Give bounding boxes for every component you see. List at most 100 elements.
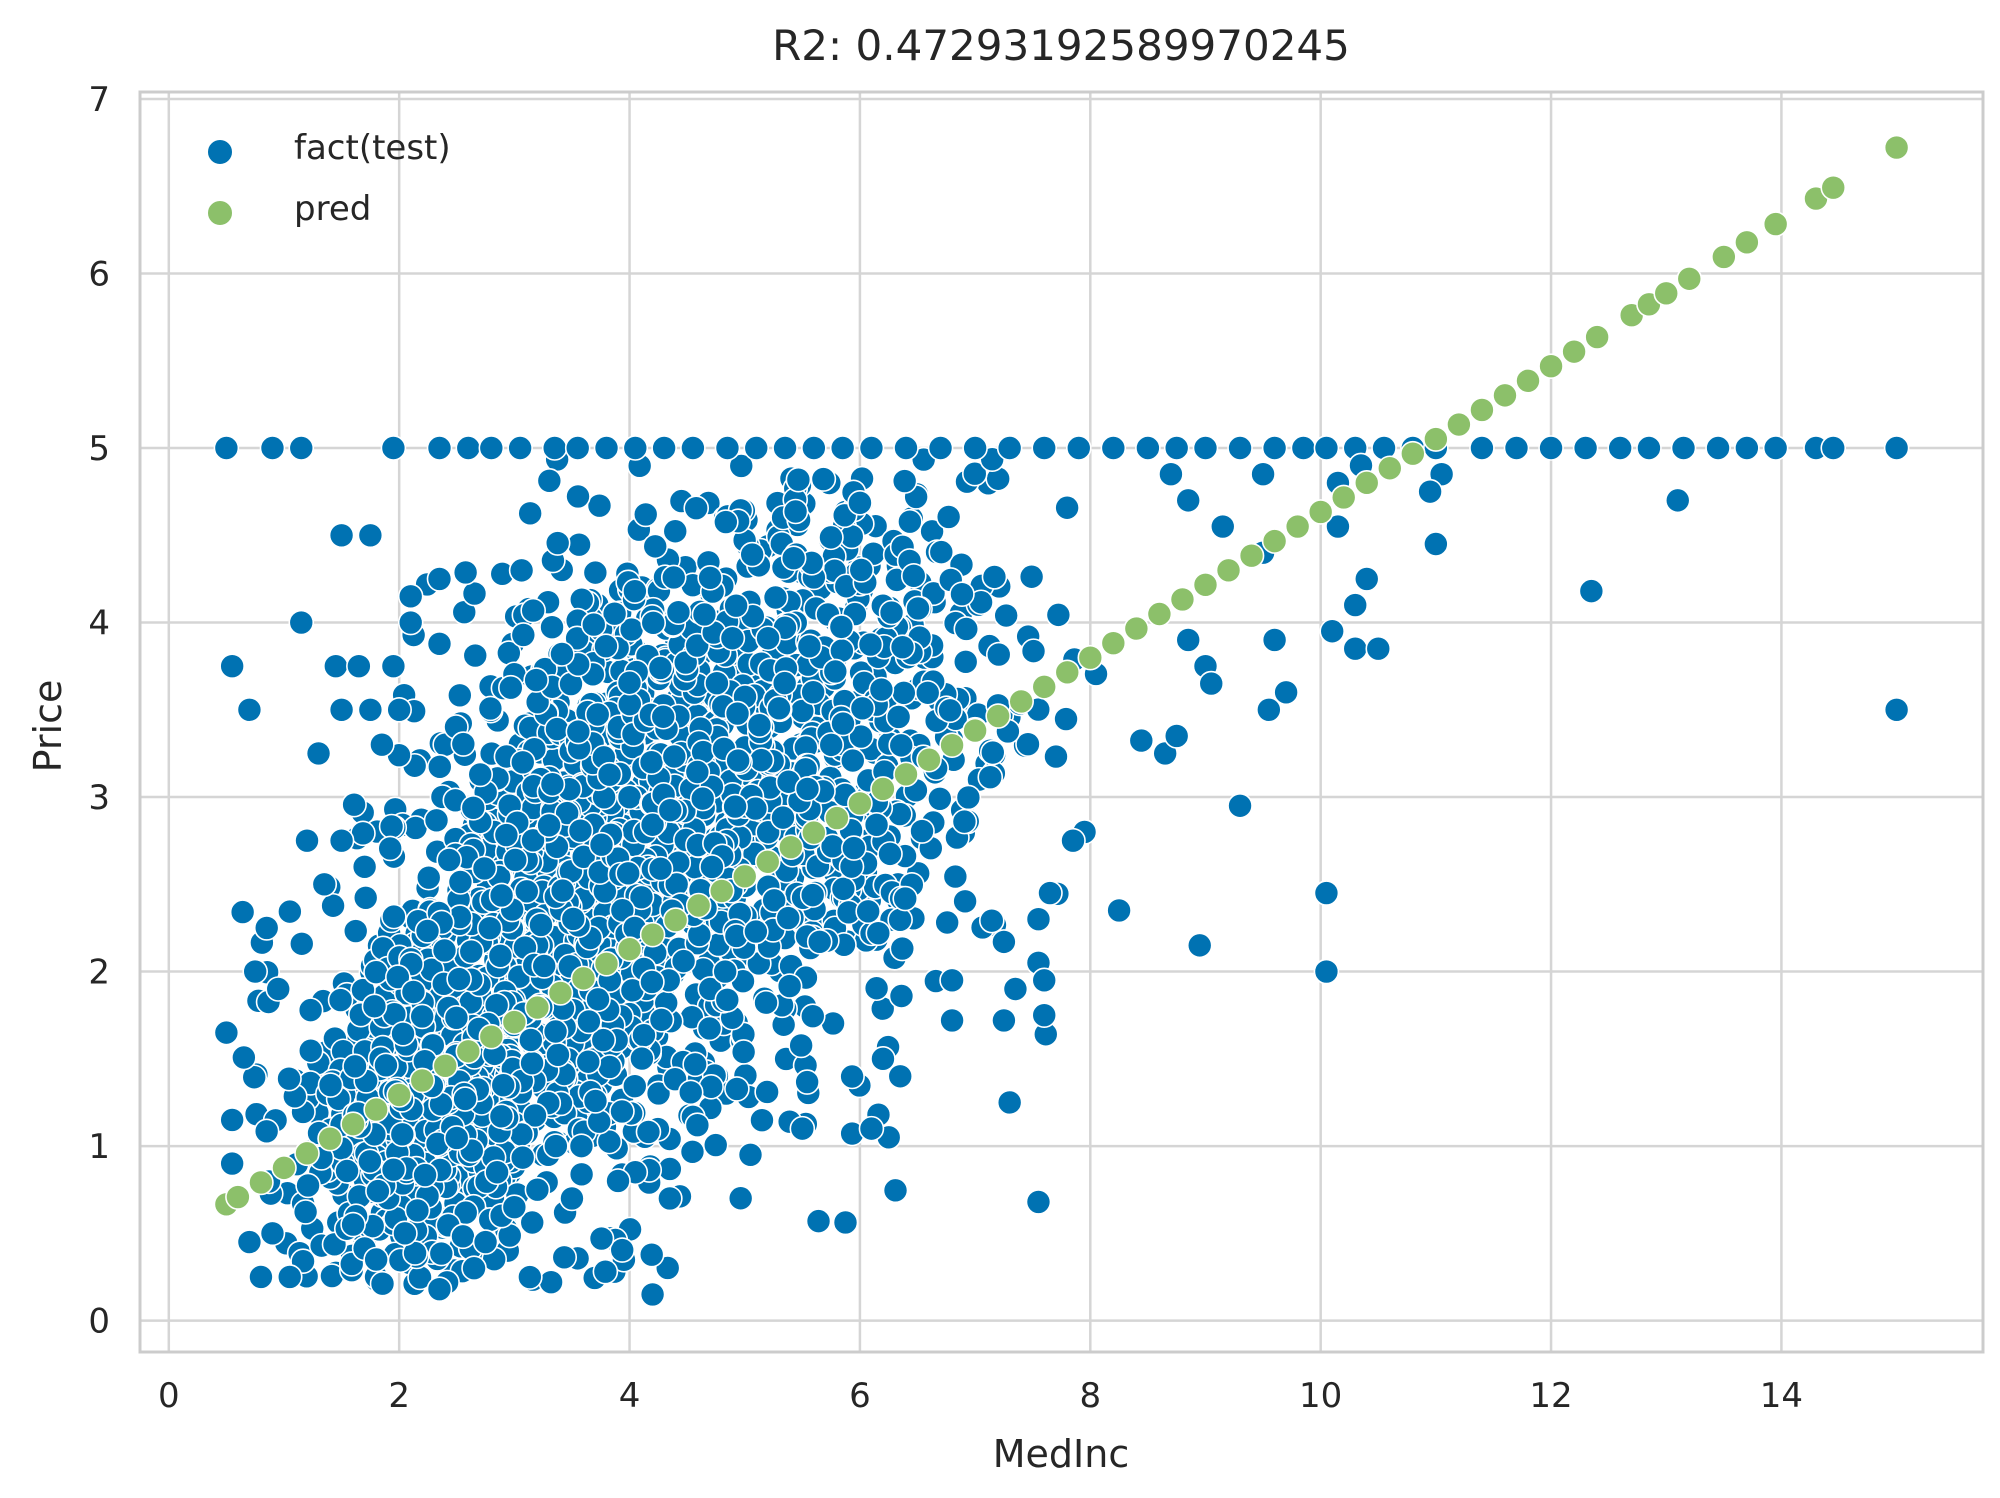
fact-point — [1002, 976, 1029, 1002]
fact-point — [660, 564, 687, 591]
fact-point — [638, 1241, 665, 1268]
fact-point — [639, 811, 666, 838]
fact-point — [502, 847, 529, 873]
fact-point — [1198, 670, 1225, 697]
fact-point — [723, 592, 749, 619]
fact-point — [739, 541, 765, 568]
fact-point — [1163, 723, 1190, 749]
x-axis-ticks: 0 2 4 6 8 10 12 14 — [158, 1376, 1803, 1416]
fact-point — [580, 611, 607, 638]
fact-point — [560, 906, 587, 932]
fact-point — [1065, 435, 1092, 461]
fact-point — [785, 466, 812, 493]
fact-point — [1100, 435, 1127, 461]
fact-point — [829, 435, 856, 461]
fact-point — [377, 835, 404, 862]
fact-point — [981, 564, 1008, 590]
fact-point — [887, 1063, 914, 1090]
pred-point — [870, 776, 896, 802]
fact-point — [471, 855, 498, 882]
pred-point — [801, 819, 827, 846]
fact-point — [357, 696, 384, 723]
x-tick-label: 14 — [1760, 1376, 1803, 1416]
fact-point — [955, 784, 982, 811]
fact-point — [397, 583, 424, 610]
fact-point — [342, 918, 369, 944]
fact-point — [373, 1052, 399, 1079]
fact-point — [858, 435, 885, 461]
fact-point — [1734, 435, 1760, 461]
fact-point — [1227, 792, 1253, 819]
pred-point — [754, 848, 781, 875]
fact-point — [909, 818, 935, 844]
pred-point — [340, 1111, 366, 1137]
fact-point — [1705, 435, 1731, 461]
fact-point — [259, 435, 286, 461]
fact-point — [1342, 635, 1369, 662]
fact-point — [536, 812, 562, 839]
fact-point — [446, 966, 472, 992]
fact-point — [638, 749, 665, 775]
fact-point — [1325, 513, 1351, 540]
legend-label-fact: fact(test) — [294, 128, 451, 168]
y-tick-label: 2 — [88, 953, 110, 993]
fact-point — [900, 563, 927, 589]
fact-point — [455, 435, 482, 461]
fact-point — [927, 785, 953, 812]
fact-point — [488, 1103, 515, 1130]
pred-point — [271, 1155, 297, 1181]
fact-point — [328, 522, 355, 549]
pred-point — [847, 790, 873, 817]
fact-point — [1031, 1002, 1058, 1028]
fact-point — [365, 1178, 391, 1204]
pred-point — [1400, 440, 1426, 467]
pred-point — [1238, 542, 1265, 569]
pred-point — [1469, 397, 1495, 423]
fact-point — [753, 989, 779, 1016]
fact-point — [545, 1041, 571, 1068]
fact-point — [1417, 478, 1443, 505]
fact-point — [847, 490, 873, 516]
x-tick-label: 0 — [158, 1376, 180, 1416]
y-tick-label: 0 — [88, 1302, 110, 1342]
fact-point — [519, 1209, 546, 1236]
fact-point — [632, 501, 659, 528]
fact-point — [423, 807, 450, 834]
fact-point — [662, 518, 689, 545]
fact-point — [567, 817, 594, 844]
fact-point — [799, 1003, 826, 1029]
fact-point — [1503, 435, 1530, 461]
fact-point — [800, 679, 826, 705]
fact-point — [531, 953, 557, 979]
pred-point — [1123, 615, 1150, 642]
fact-point — [390, 1020, 416, 1047]
fact-point — [498, 674, 524, 701]
fact-point — [761, 887, 787, 914]
pred-point — [639, 921, 666, 948]
fact-point — [616, 669, 643, 696]
fact-point — [564, 625, 590, 652]
fact-point — [426, 630, 453, 657]
fact-point — [265, 976, 292, 1002]
fact-point — [857, 631, 884, 658]
fact-point — [724, 700, 751, 727]
fact-point — [462, 642, 489, 669]
fact-point — [369, 731, 395, 758]
fact-point — [996, 1089, 1023, 1116]
fact-point — [682, 1051, 708, 1078]
fact-point — [1313, 880, 1340, 906]
fact-point — [670, 948, 697, 974]
fact-point — [538, 1269, 564, 1295]
fact-point — [1313, 958, 1340, 985]
fact-point — [622, 435, 649, 461]
pred-point — [1031, 674, 1058, 700]
fact-point — [858, 1115, 885, 1142]
fact-point — [297, 1037, 324, 1064]
fact-point — [1025, 1189, 1052, 1215]
fact-point — [754, 1079, 780, 1105]
fact-point — [855, 898, 881, 925]
fact-point — [730, 1039, 757, 1065]
pred-point — [939, 732, 965, 758]
fact-point — [1031, 435, 1058, 461]
fact-point — [749, 1107, 775, 1134]
